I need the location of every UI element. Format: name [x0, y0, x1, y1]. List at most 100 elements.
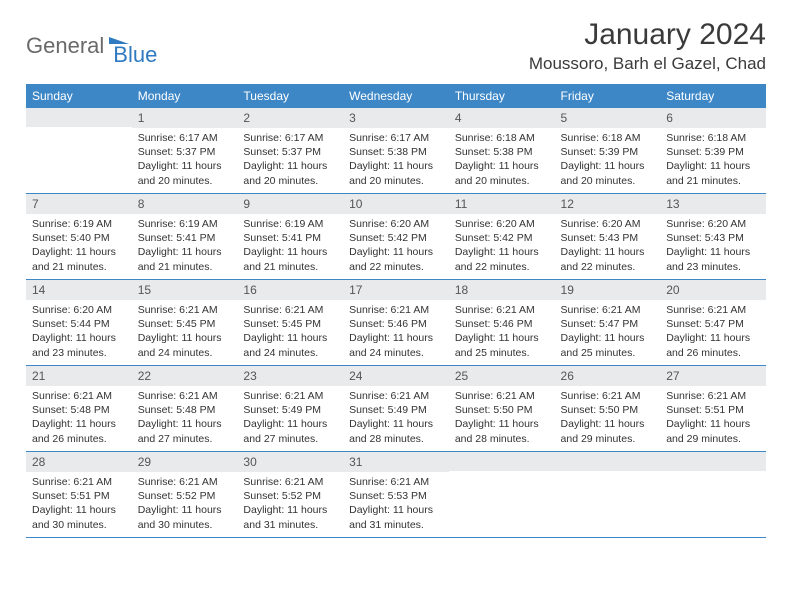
calendar-cell: 18Sunrise: 6:21 AMSunset: 5:46 PMDayligh…: [449, 280, 555, 366]
day-d2: and 25 minutes.: [455, 346, 549, 360]
day-sr: Sunrise: 6:21 AM: [138, 303, 232, 317]
day-ss: Sunset: 5:52 PM: [138, 489, 232, 503]
day-d2: and 23 minutes.: [32, 346, 126, 360]
day-data: Sunrise: 6:18 AMSunset: 5:38 PMDaylight:…: [449, 128, 555, 192]
day-number: 23: [237, 366, 343, 386]
day-d2: and 21 minutes.: [32, 260, 126, 274]
day-number: 21: [26, 366, 132, 386]
day-d2: and 26 minutes.: [32, 432, 126, 446]
day-sr: Sunrise: 6:20 AM: [561, 217, 655, 231]
day-data: Sunrise: 6:19 AMSunset: 5:41 PMDaylight:…: [237, 214, 343, 278]
day-d2: and 20 minutes.: [349, 174, 443, 188]
calendar-cell: 15Sunrise: 6:21 AMSunset: 5:45 PMDayligh…: [132, 280, 238, 366]
day-d1: Daylight: 11 hours: [243, 417, 337, 431]
day-d1: Daylight: 11 hours: [561, 245, 655, 259]
day-d2: and 21 minutes.: [243, 260, 337, 274]
day-ss: Sunset: 5:42 PM: [455, 231, 549, 245]
day-ss: Sunset: 5:43 PM: [561, 231, 655, 245]
day-number: 4: [449, 108, 555, 128]
day-data: Sunrise: 6:21 AMSunset: 5:46 PMDaylight:…: [343, 300, 449, 364]
day-ss: Sunset: 5:48 PM: [138, 403, 232, 417]
day-data: Sunrise: 6:21 AMSunset: 5:49 PMDaylight:…: [343, 386, 449, 450]
day-ss: Sunset: 5:51 PM: [32, 489, 126, 503]
calendar-cell: 3Sunrise: 6:17 AMSunset: 5:38 PMDaylight…: [343, 108, 449, 194]
day-d2: and 24 minutes.: [138, 346, 232, 360]
day-number: 17: [343, 280, 449, 300]
day-ss: Sunset: 5:47 PM: [666, 317, 760, 331]
day-d1: Daylight: 11 hours: [349, 159, 443, 173]
day-ss: Sunset: 5:49 PM: [349, 403, 443, 417]
title-block: January 2024 Moussoro, Barh el Gazel, Ch…: [529, 18, 766, 74]
calendar-table: Sunday Monday Tuesday Wednesday Thursday…: [26, 84, 766, 538]
day-data: Sunrise: 6:20 AMSunset: 5:43 PMDaylight:…: [555, 214, 661, 278]
day-d1: Daylight: 11 hours: [455, 331, 549, 345]
day-ss: Sunset: 5:50 PM: [455, 403, 549, 417]
day-d1: Daylight: 11 hours: [666, 417, 760, 431]
day-d2: and 31 minutes.: [349, 518, 443, 532]
day-d2: and 28 minutes.: [455, 432, 549, 446]
calendar-row: 28Sunrise: 6:21 AMSunset: 5:51 PMDayligh…: [26, 452, 766, 538]
dayhead-fri: Friday: [555, 84, 661, 108]
day-d1: Daylight: 11 hours: [349, 245, 443, 259]
day-d2: and 20 minutes.: [455, 174, 549, 188]
day-d1: Daylight: 11 hours: [243, 503, 337, 517]
day-ss: Sunset: 5:45 PM: [138, 317, 232, 331]
day-d2: and 24 minutes.: [349, 346, 443, 360]
calendar-cell: 12Sunrise: 6:20 AMSunset: 5:43 PMDayligh…: [555, 194, 661, 280]
day-ss: Sunset: 5:53 PM: [349, 489, 443, 503]
day-number: 30: [237, 452, 343, 472]
day-d2: and 30 minutes.: [138, 518, 232, 532]
day-d1: Daylight: 11 hours: [243, 245, 337, 259]
day-ss: Sunset: 5:40 PM: [32, 231, 126, 245]
day-number-empty: [26, 108, 132, 127]
day-ss: Sunset: 5:37 PM: [138, 145, 232, 159]
day-data: Sunrise: 6:20 AMSunset: 5:42 PMDaylight:…: [343, 214, 449, 278]
day-sr: Sunrise: 6:20 AM: [666, 217, 760, 231]
day-number: 9: [237, 194, 343, 214]
day-sr: Sunrise: 6:21 AM: [138, 389, 232, 403]
day-d1: Daylight: 11 hours: [561, 417, 655, 431]
day-d2: and 23 minutes.: [666, 260, 760, 274]
day-sr: Sunrise: 6:21 AM: [561, 389, 655, 403]
calendar-cell: 20Sunrise: 6:21 AMSunset: 5:47 PMDayligh…: [660, 280, 766, 366]
day-sr: Sunrise: 6:17 AM: [138, 131, 232, 145]
logo-text-general: General: [26, 33, 104, 59]
day-number-empty: [660, 452, 766, 471]
day-d1: Daylight: 11 hours: [349, 331, 443, 345]
day-ss: Sunset: 5:43 PM: [666, 231, 760, 245]
day-number: 15: [132, 280, 238, 300]
day-sr: Sunrise: 6:21 AM: [666, 389, 760, 403]
day-ss: Sunset: 5:39 PM: [561, 145, 655, 159]
day-number: 20: [660, 280, 766, 300]
day-d2: and 25 minutes.: [561, 346, 655, 360]
calendar-cell: [660, 452, 766, 538]
day-number: 29: [132, 452, 238, 472]
day-d1: Daylight: 11 hours: [243, 159, 337, 173]
calendar-cell: 16Sunrise: 6:21 AMSunset: 5:45 PMDayligh…: [237, 280, 343, 366]
day-data: Sunrise: 6:18 AMSunset: 5:39 PMDaylight:…: [555, 128, 661, 192]
day-d2: and 20 minutes.: [243, 174, 337, 188]
day-data: Sunrise: 6:21 AMSunset: 5:49 PMDaylight:…: [237, 386, 343, 450]
day-d1: Daylight: 11 hours: [32, 245, 126, 259]
day-sr: Sunrise: 6:19 AM: [32, 217, 126, 231]
day-number: 3: [343, 108, 449, 128]
day-number: 19: [555, 280, 661, 300]
calendar-cell: 27Sunrise: 6:21 AMSunset: 5:51 PMDayligh…: [660, 366, 766, 452]
day-d1: Daylight: 11 hours: [666, 245, 760, 259]
day-number: 1: [132, 108, 238, 128]
day-data: Sunrise: 6:21 AMSunset: 5:48 PMDaylight:…: [26, 386, 132, 450]
dayhead-sat: Saturday: [660, 84, 766, 108]
day-sr: Sunrise: 6:19 AM: [243, 217, 337, 231]
day-d2: and 20 minutes.: [138, 174, 232, 188]
day-d1: Daylight: 11 hours: [138, 417, 232, 431]
day-data: Sunrise: 6:21 AMSunset: 5:45 PMDaylight:…: [237, 300, 343, 364]
day-ss: Sunset: 5:38 PM: [349, 145, 443, 159]
day-number: 12: [555, 194, 661, 214]
day-sr: Sunrise: 6:21 AM: [455, 303, 549, 317]
day-ss: Sunset: 5:52 PM: [243, 489, 337, 503]
day-ss: Sunset: 5:48 PM: [32, 403, 126, 417]
day-data: Sunrise: 6:21 AMSunset: 5:47 PMDaylight:…: [660, 300, 766, 364]
calendar-row: 7Sunrise: 6:19 AMSunset: 5:40 PMDaylight…: [26, 194, 766, 280]
day-d1: Daylight: 11 hours: [455, 417, 549, 431]
day-ss: Sunset: 5:50 PM: [561, 403, 655, 417]
